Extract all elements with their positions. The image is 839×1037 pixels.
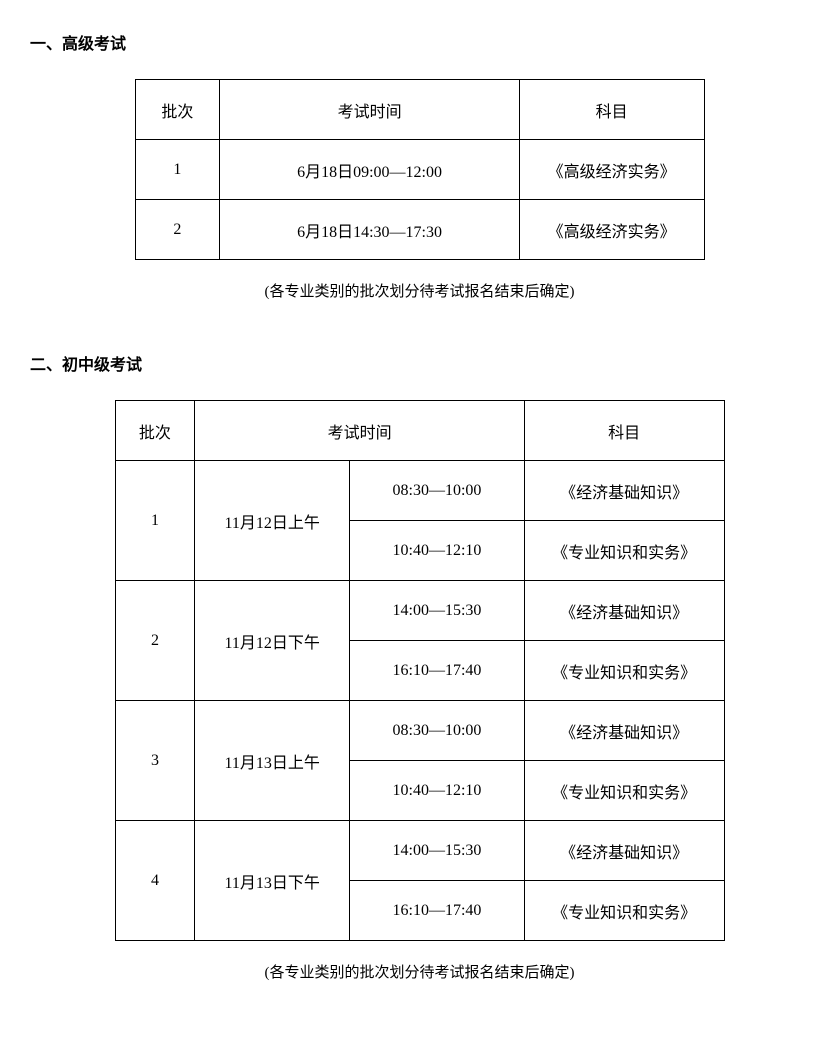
table-header-row: 批次 考试时间 科目 <box>135 80 704 140</box>
header-subject: 科目 <box>524 401 724 461</box>
cell-subject: 《经济基础知识》 <box>524 701 724 761</box>
cell-subject: 《经济基础知识》 <box>524 461 724 521</box>
cell-time: 14:00—15:30 <box>350 821 525 881</box>
cell-time: 6月18日14:30—17:30 <box>220 200 519 260</box>
table-row: 1 11月12日上午 08:30—10:00 《经济基础知识》 <box>115 461 724 521</box>
table1-container: 批次 考试时间 科目 1 6月18日09:00—12:00 《高级经济实务》 2… <box>30 79 809 260</box>
cell-subject: 《专业知识和实务》 <box>524 521 724 581</box>
cell-batch: 2 <box>135 200 220 260</box>
header-subject: 科目 <box>519 80 704 140</box>
cell-time: 6月18日09:00—12:00 <box>220 140 519 200</box>
section2-note: (各专业类别的批次划分待考试报名结束后确定) <box>30 961 809 982</box>
cell-subject: 《高级经济实务》 <box>519 200 704 260</box>
table-header-row: 批次 考试时间 科目 <box>115 401 724 461</box>
cell-time: 08:30—10:00 <box>350 461 525 521</box>
cell-batch: 2 <box>115 581 195 701</box>
advanced-exam-table: 批次 考试时间 科目 1 6月18日09:00—12:00 《高级经济实务》 2… <box>135 79 705 260</box>
intermediate-exam-table: 批次 考试时间 科目 1 11月12日上午 08:30—10:00 《经济基础知… <box>115 400 725 941</box>
cell-subject: 《高级经济实务》 <box>519 140 704 200</box>
cell-date: 11月12日下午 <box>195 581 350 701</box>
table-row: 4 11月13日下午 14:00—15:30 《经济基础知识》 <box>115 821 724 881</box>
table-row: 2 6月18日14:30—17:30 《高级经济实务》 <box>135 200 704 260</box>
section2-heading: 二、初中级考试 <box>30 351 809 375</box>
section1-heading: 一、高级考试 <box>30 30 809 54</box>
cell-batch: 4 <box>115 821 195 941</box>
cell-subject: 《经济基础知识》 <box>524 821 724 881</box>
cell-date: 11月13日下午 <box>195 821 350 941</box>
cell-batch: 3 <box>115 701 195 821</box>
cell-time: 16:10—17:40 <box>350 881 525 941</box>
cell-time: 16:10—17:40 <box>350 641 525 701</box>
section1-note: (各专业类别的批次划分待考试报名结束后确定) <box>30 280 809 301</box>
table-row: 1 6月18日09:00—12:00 《高级经济实务》 <box>135 140 704 200</box>
header-time: 考试时间 <box>195 401 524 461</box>
cell-batch: 1 <box>135 140 220 200</box>
cell-time: 10:40—12:10 <box>350 521 525 581</box>
table-row: 2 11月12日下午 14:00—15:30 《经济基础知识》 <box>115 581 724 641</box>
header-batch: 批次 <box>115 401 195 461</box>
cell-date: 11月12日上午 <box>195 461 350 581</box>
cell-time: 10:40—12:10 <box>350 761 525 821</box>
cell-subject: 《专业知识和实务》 <box>524 641 724 701</box>
header-batch: 批次 <box>135 80 220 140</box>
table-row: 3 11月13日上午 08:30—10:00 《经济基础知识》 <box>115 701 724 761</box>
cell-time: 08:30—10:00 <box>350 701 525 761</box>
cell-subject: 《专业知识和实务》 <box>524 761 724 821</box>
header-time: 考试时间 <box>220 80 519 140</box>
cell-date: 11月13日上午 <box>195 701 350 821</box>
cell-time: 14:00—15:30 <box>350 581 525 641</box>
cell-subject: 《经济基础知识》 <box>524 581 724 641</box>
cell-batch: 1 <box>115 461 195 581</box>
table2-container: 批次 考试时间 科目 1 11月12日上午 08:30—10:00 《经济基础知… <box>30 400 809 941</box>
cell-subject: 《专业知识和实务》 <box>524 881 724 941</box>
